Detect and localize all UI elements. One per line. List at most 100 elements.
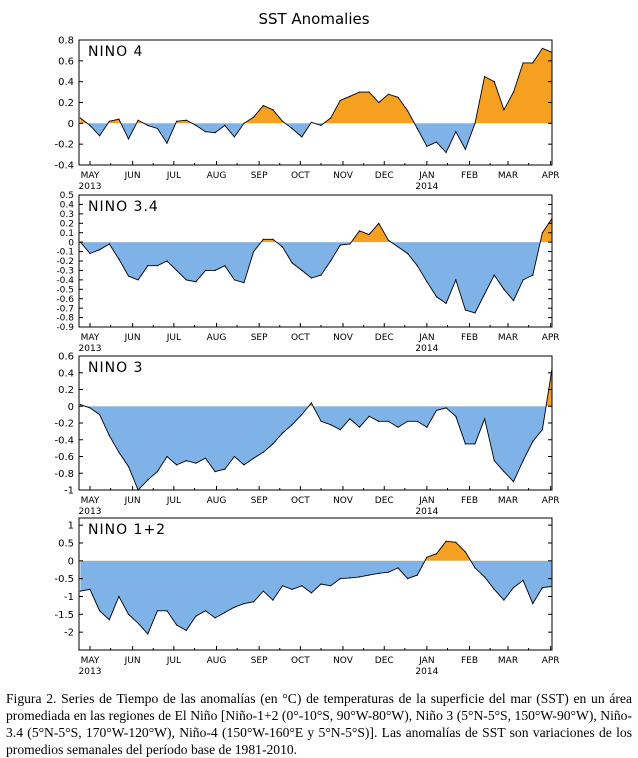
data-point xyxy=(503,109,505,111)
data-point xyxy=(407,110,409,112)
data-point xyxy=(118,258,120,260)
data-point xyxy=(320,124,322,126)
data-point xyxy=(435,296,438,298)
data-point xyxy=(339,99,341,101)
data-point xyxy=(493,460,495,462)
data-point xyxy=(176,120,178,122)
data-point xyxy=(272,109,274,111)
data-point xyxy=(108,243,110,245)
data-point xyxy=(224,265,226,267)
data-point xyxy=(339,578,341,580)
data-point xyxy=(127,466,130,468)
data-point xyxy=(204,610,207,612)
data-point xyxy=(407,252,409,255)
data-point xyxy=(262,590,264,592)
data-point xyxy=(464,443,466,445)
data-point xyxy=(339,429,341,431)
data-point xyxy=(301,136,303,138)
data-point xyxy=(166,610,168,612)
data-point xyxy=(397,246,399,248)
y-tick-label: -0.9 xyxy=(56,323,74,333)
data-point xyxy=(233,455,235,458)
y-tick-label: -0.2 xyxy=(54,140,74,151)
data-point xyxy=(89,252,91,255)
data-point xyxy=(349,243,351,245)
data-point xyxy=(397,567,399,569)
data-point xyxy=(522,579,524,582)
data-point xyxy=(147,265,149,267)
data-point xyxy=(147,479,149,481)
x-tick-label: DEC xyxy=(375,171,394,181)
data-point xyxy=(435,553,438,555)
y-tick-label: 0.2 xyxy=(58,385,74,396)
data-point xyxy=(330,117,332,119)
x-tick-label: JAN xyxy=(418,496,434,506)
data-point xyxy=(176,269,178,271)
data-point xyxy=(368,234,370,236)
data-point xyxy=(464,148,466,150)
x-tick-label: OCT xyxy=(291,171,310,181)
y-tick-label: 0.8 xyxy=(58,36,74,47)
data-point xyxy=(281,246,284,248)
panel-title: NINO 3 xyxy=(88,360,143,376)
data-point xyxy=(89,124,91,126)
data-point xyxy=(185,460,187,462)
data-point xyxy=(127,275,130,277)
data-point xyxy=(416,127,418,130)
x-tick-label: OCT xyxy=(291,656,310,666)
data-point xyxy=(214,617,216,619)
x-tick-label: JUL xyxy=(166,171,181,181)
y-tick-label: 0.1 xyxy=(60,229,74,239)
data-point xyxy=(224,124,226,126)
y-tick-label: -0.5 xyxy=(56,285,74,295)
x-tick-label: OCT xyxy=(291,496,310,506)
data-point xyxy=(522,460,524,462)
data-point xyxy=(118,118,120,120)
data-point xyxy=(368,574,370,576)
y-tick-label: -0.6 xyxy=(54,452,74,463)
data-point xyxy=(358,576,361,578)
data-point xyxy=(541,429,544,431)
x-tick-label: NOV xyxy=(333,333,354,343)
x-tick-label: MAR xyxy=(498,656,518,666)
data-point xyxy=(137,622,139,624)
x-tick-label: SEP xyxy=(251,333,268,343)
x-tick-label: FEB xyxy=(461,656,478,666)
data-point xyxy=(253,457,255,459)
data-point xyxy=(272,599,274,601)
plot-frame xyxy=(78,517,553,651)
anomaly-series-line xyxy=(80,47,552,154)
data-point xyxy=(407,578,409,580)
data-point xyxy=(291,424,293,426)
data-point xyxy=(301,414,303,416)
anomaly-series-line xyxy=(80,218,552,314)
data-point xyxy=(474,443,476,445)
y-tick-label: 0.5 xyxy=(58,538,74,549)
year-label: 2014 xyxy=(415,182,438,192)
x-tick-label: MAY xyxy=(81,333,100,343)
data-point xyxy=(445,407,447,409)
data-point xyxy=(185,279,187,281)
data-point xyxy=(291,262,293,264)
data-point xyxy=(233,606,235,608)
panel-title: NINO 3.4 xyxy=(88,199,159,215)
data-point xyxy=(435,141,438,143)
year-label: 2014 xyxy=(415,507,438,517)
data-point xyxy=(445,151,447,154)
data-point xyxy=(541,47,544,49)
data-point xyxy=(416,265,418,267)
data-point xyxy=(455,415,457,417)
data-point xyxy=(281,432,284,434)
data-point xyxy=(291,588,293,591)
data-point xyxy=(79,590,81,592)
data-point xyxy=(99,610,101,612)
data-point xyxy=(378,420,380,422)
year-label: 2013 xyxy=(79,344,102,354)
y-tick-label: 0.4 xyxy=(58,77,74,88)
data-point xyxy=(156,127,158,130)
y-tick-label: 0 xyxy=(68,238,74,248)
data-point xyxy=(214,132,216,134)
data-point xyxy=(185,119,187,121)
data-point xyxy=(224,468,226,470)
data-point xyxy=(99,135,101,137)
